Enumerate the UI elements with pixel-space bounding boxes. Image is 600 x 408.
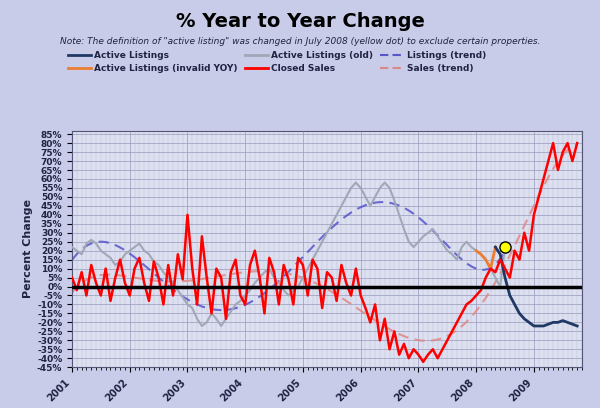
Text: % Year to Year Change: % Year to Year Change: [176, 12, 424, 31]
Text: Note: The definition of "active listing" was changed in July 2008 (yellow dot) t: Note: The definition of "active listing"…: [60, 37, 540, 46]
Y-axis label: Percent Change: Percent Change: [23, 200, 33, 298]
Legend: Active Listings, Active Listings (invalid YOY), Active Listings (old), Closed Sa: Active Listings, Active Listings (invali…: [65, 47, 490, 77]
